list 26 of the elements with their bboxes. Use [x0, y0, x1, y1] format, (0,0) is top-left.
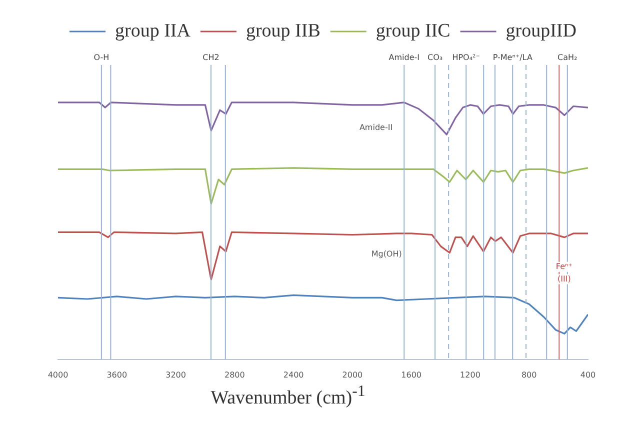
x-tick-label: 400: [580, 370, 596, 380]
ref-line-label: P-Meⁿ⁺/LA: [492, 53, 533, 62]
legend-label: group IIB: [246, 20, 320, 42]
x-tick-label: 2800: [224, 370, 245, 380]
legend-label: group IIA: [115, 20, 191, 42]
legend-label: groupIID: [506, 20, 576, 42]
ref-line-label: CO₃: [427, 53, 443, 62]
x-tick-label: 2000: [342, 370, 363, 380]
x-tick-label: 1600: [401, 370, 422, 380]
x-tick-label: 3200: [166, 370, 186, 380]
ref-line-label: O-H: [94, 53, 110, 62]
x-tick-label: 2400: [283, 370, 304, 380]
ref-line-label: CaH₂: [558, 53, 578, 62]
annotation: (III): [557, 274, 571, 284]
x-tick-label: 3600: [106, 370, 128, 380]
x-axis-title: Wavenumber (cm)$^{-1}$: [210, 383, 366, 410]
ref-line-label: Amide-I: [388, 53, 420, 62]
ref-line-label: CH2: [202, 53, 220, 62]
x-tick-label: 4000: [48, 370, 68, 380]
annotation: Amide-II: [359, 123, 393, 132]
legend-label: group IIC: [376, 20, 450, 42]
annotation: Mg(OH): [371, 250, 402, 259]
x-tick-label: 800: [521, 370, 537, 380]
x-tick-label: 1200: [460, 370, 480, 380]
annotation: Feⁿ⁺: [556, 262, 572, 271]
ref-line-label: HPO₄²⁻: [452, 53, 480, 62]
